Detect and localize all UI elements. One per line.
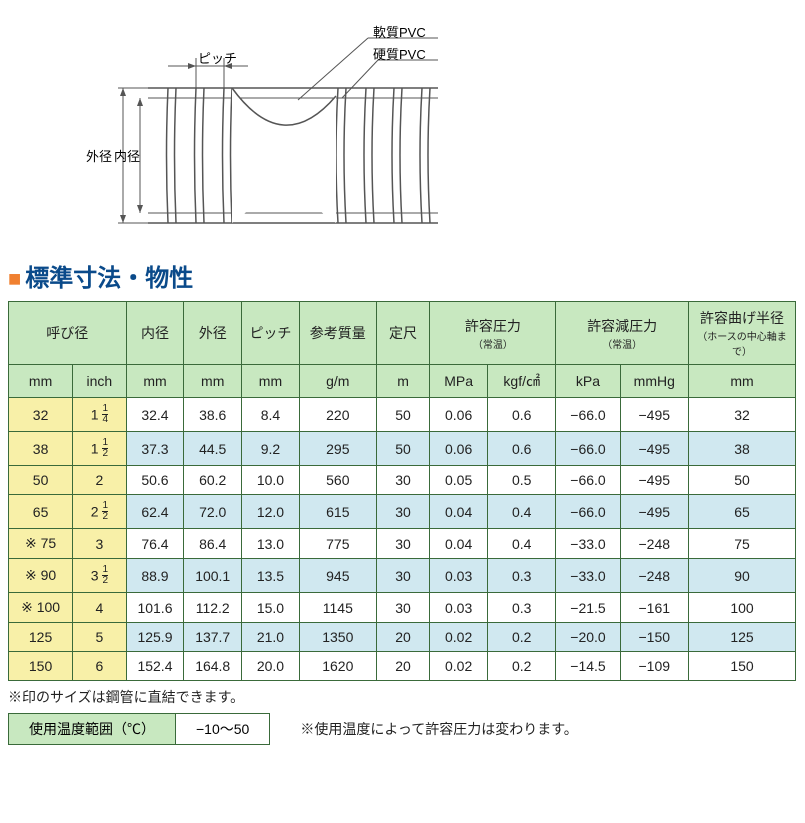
section-title: ■標準寸法・物性	[8, 258, 797, 293]
table-row: 1506152.4164.820.01620200.020.2−14.5−109…	[9, 652, 796, 681]
spec-table: 呼び径内径外径ピッチ参考質量定尺許容圧力（常温）許容減圧力（常温）許容曲げ半径（…	[8, 301, 796, 681]
square-bullet-icon: ■	[8, 266, 21, 291]
temp-value: −10～50	[176, 714, 270, 745]
temp-table: 使用温度範囲（℃） −10～50	[8, 713, 270, 745]
table-row: 1255125.9137.721.01350200.020.2−20.0−150…	[9, 623, 796, 652]
table-row: 652 1262.472.012.0615300.040.4−66.0−4956…	[9, 495, 796, 529]
label-id: 内径	[114, 146, 140, 165]
label-soft-pvc: 軟質PVC	[373, 22, 426, 41]
table-row: 381 1237.344.59.2295500.060.6−66.0−49538	[9, 432, 796, 466]
table-row: 321 1432.438.68.4220500.060.6−66.0−49532	[9, 398, 796, 432]
hose-cross-section-diagram: ピッチ 軟質PVC 硬質PVC 外径 内径	[68, 18, 498, 248]
table-row: ※ 903 1288.9100.113.5945300.030.3−33.0−2…	[9, 559, 796, 593]
table-row: ※ 1004101.6112.215.01145300.030.3−21.5−1…	[9, 593, 796, 623]
temp-note: ※使用温度によって許容圧力は変わります。	[300, 719, 577, 739]
section-title-text: 標準寸法・物性	[25, 265, 193, 292]
label-hard-pvc: 硬質PVC	[373, 44, 426, 63]
temp-label: 使用温度範囲（℃）	[9, 714, 176, 745]
table-row: 50250.660.210.0560300.050.5−66.0−49550	[9, 466, 796, 495]
label-od: 外径	[86, 146, 112, 165]
table-row: ※ 75376.486.413.0775300.040.4−33.0−24875	[9, 529, 796, 559]
temp-row: 使用温度範囲（℃） −10～50 ※使用温度によって許容圧力は変わります。	[8, 713, 797, 745]
footnote: ※印のサイズは鋼管に直結できます。	[8, 687, 797, 707]
label-pitch: ピッチ	[198, 48, 237, 67]
